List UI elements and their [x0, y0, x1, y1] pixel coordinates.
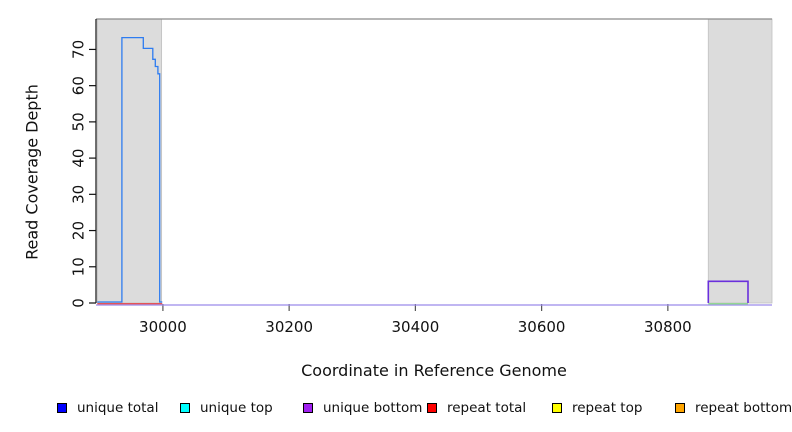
y-tick-label: 60 [70, 76, 88, 95]
y-axis: 0 10 20 30 40 50 60 70 [70, 19, 97, 308]
series-line-unique-total [97, 36, 163, 303]
series-lines [96, 36, 772, 306]
y-tick-label: 30 [70, 185, 88, 204]
y-tick-label: 0 [70, 298, 88, 308]
x-tick-label: 30000 [139, 318, 187, 336]
legend: unique total unique top unique bottom repea… [0, 399, 792, 419]
left-gray-band [96, 18, 163, 304]
y-axis-title: Read Coverage Depth [22, 84, 42, 260]
legend-label: repeat bottom [695, 400, 792, 416]
y-tick-label: 10 [70, 257, 88, 276]
shaded-regions [96, 18, 773, 304]
legend-item-repeat-total: repeat total [427, 399, 526, 417]
x-tick-label: 30200 [265, 318, 313, 336]
legend-item-unique-total: unique total [57, 399, 158, 417]
legend-swatch-repeat-total [427, 403, 437, 413]
legend-label: unique top [200, 400, 273, 416]
legend-label: repeat total [447, 400, 527, 416]
legend-label: unique total [77, 400, 159, 416]
x-tick-label: 30400 [392, 318, 440, 336]
y-tick-label: 40 [70, 149, 88, 168]
legend-item-unique-bottom: unique bottom [303, 399, 422, 417]
plot-area: 0 10 20 30 40 50 60 70 30000 30200 30400 30600 30800 [70, 18, 773, 336]
legend-swatch-repeat-top [552, 403, 562, 413]
x-tick-label: 30800 [644, 318, 692, 336]
series-line-unique-bottom [707, 280, 749, 303]
legend-item-repeat-bottom: repeat bottom [675, 399, 792, 417]
y-tick-label: 70 [70, 40, 88, 59]
legend-item-repeat-top: repeat top [552, 399, 642, 417]
legend-swatch-repeat-bottom [675, 403, 685, 413]
legend-swatch-unique-bottom [303, 403, 313, 413]
x-tick-label: 30600 [518, 318, 566, 336]
legend-item-unique-top: unique top [180, 399, 273, 417]
y-tick-label: 50 [70, 112, 88, 131]
right-gray-band [707, 18, 773, 304]
legend-swatch-unique-total [57, 403, 67, 413]
x-axis-title: Coordinate in Reference Genome [301, 361, 567, 380]
y-tick-label: 20 [70, 221, 88, 240]
legend-label: unique bottom [323, 400, 423, 416]
legend-swatch-unique-top [180, 403, 190, 413]
legend-label: repeat top [572, 400, 643, 416]
x-axis: 30000 30200 30400 30600 30800 [139, 304, 692, 336]
